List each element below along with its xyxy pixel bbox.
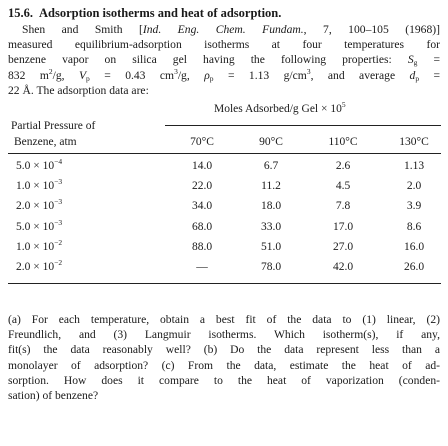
- problem-intro: Shen and Smith [Ind. Eng. Chem. Fundam.,…: [8, 22, 440, 98]
- table-cell: 16.0: [403, 241, 425, 253]
- intro-line-4: 832 m2/g, Vp = 0.43 cm3/g, ρp = 1.13 g/c…: [8, 66, 441, 83]
- header-bottom-rule: [8, 153, 441, 154]
- problem-heading: 15.6. Adsorption isotherms and heat of ad…: [8, 6, 281, 21]
- table-cell: 1.13: [403, 160, 425, 172]
- table-cell: 78.0: [260, 261, 282, 273]
- table-cell: 68.0: [191, 221, 213, 233]
- problem-questions: (a) For each temperature, obtain a best …: [8, 312, 440, 403]
- table-cell: 6.7: [263, 160, 279, 172]
- intro-line-2: measured equilibrium-adsorption isotherm…: [8, 38, 440, 52]
- table-cell: 34.0: [191, 200, 213, 212]
- journal-name: Ind. Eng. Chem. Fundam.: [142, 23, 304, 36]
- table-cell: 88.0: [191, 241, 213, 253]
- question-line: monolayer of adsorption? (c) From the da…: [8, 358, 440, 372]
- table-cell: 51.0: [260, 241, 282, 253]
- table-cell: 2.6: [335, 160, 351, 172]
- group-header: Moles Adsorbed/g Gel × 105: [214, 100, 346, 115]
- intro-line-5: 22 Å. The adsorption data are:: [8, 83, 149, 97]
- question-line: Freundlich, and (3) Langmuir isotherms. …: [8, 328, 440, 342]
- table-bottom-rule: [8, 283, 441, 284]
- group-header-rule: [165, 125, 441, 126]
- pressure-cell: 2.0 × 10−3: [16, 197, 63, 212]
- table-cell: 22.0: [191, 180, 213, 192]
- table-cell: 14.0: [191, 160, 213, 172]
- table-cell: 17.0: [332, 221, 354, 233]
- table-cell: 4.5: [335, 180, 351, 192]
- column-header-110c: 110°C: [328, 136, 358, 148]
- pressure-cell: 1.0 × 10−2: [16, 238, 63, 253]
- question-line: sorption. How does it compare to the hea…: [8, 373, 440, 387]
- table-cell: 3.9: [406, 200, 422, 212]
- row-header-line-1: Partial Pressure of: [11, 120, 96, 132]
- column-header-90c: 90°C: [259, 136, 283, 148]
- table-cell: 7.8: [335, 200, 351, 212]
- table-cell: 26.0: [403, 261, 425, 273]
- table-cell: 42.0: [332, 261, 354, 273]
- problem-title: Adsorption isotherms and heat of adsorpt…: [39, 6, 282, 20]
- table-cell: 18.0: [260, 200, 282, 212]
- pressure-cell: 5.0 × 10−3: [16, 218, 63, 233]
- intro-line-1: Shen and Smith [Ind. Eng. Chem. Fundam.,…: [22, 23, 440, 36]
- row-header-line-2: Benzene, atm: [14, 136, 77, 148]
- table-cell: 2.0: [406, 180, 422, 192]
- column-header-130c: 130°C: [399, 136, 429, 148]
- table-cell: —: [196, 261, 208, 273]
- question-line: fit(s) the data reasonably well? (b) Do …: [8, 343, 440, 357]
- problem-number: 15.6.: [8, 6, 33, 20]
- table-cell: 8.6: [406, 221, 422, 233]
- intro-line-3: benzene vapor on silica gel having the f…: [8, 53, 440, 68]
- pressure-cell: 1.0 × 10−3: [16, 177, 63, 192]
- table-cell: 27.0: [332, 241, 354, 253]
- table-cell: 11.2: [261, 180, 281, 192]
- column-header-70c: 70°C: [190, 136, 214, 148]
- question-line: sation) of benzene?: [8, 389, 99, 403]
- pressure-cell: 2.0 × 10−2: [16, 258, 63, 273]
- question-line: (a) For each temperature, obtain a best …: [8, 313, 440, 326]
- pressure-cell: 5.0 × 10−4: [16, 157, 63, 172]
- table-cell: 33.0: [260, 221, 282, 233]
